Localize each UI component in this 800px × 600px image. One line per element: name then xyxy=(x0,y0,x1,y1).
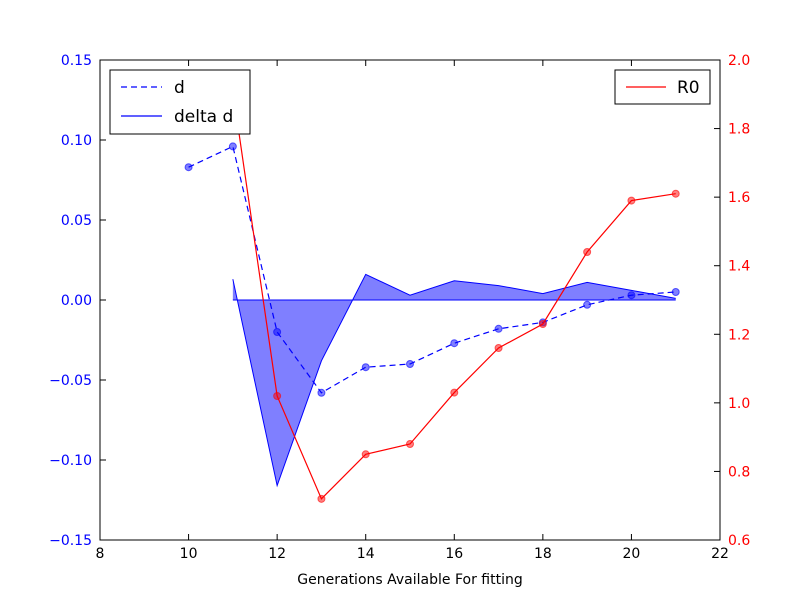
d-point xyxy=(273,328,282,336)
right-y-tick-label: 1.4 xyxy=(728,259,750,275)
x-tick-label: 14 xyxy=(357,546,375,562)
right-y-tick-label: 0.8 xyxy=(728,464,750,480)
delta-d-area xyxy=(232,274,676,486)
right-y-tick-label: 1.8 xyxy=(728,122,750,138)
d-point xyxy=(317,388,326,397)
d-point xyxy=(627,291,636,300)
x-tick-label: 16 xyxy=(445,546,463,562)
d-point xyxy=(583,300,592,309)
delta-d-line xyxy=(232,273,676,488)
right-y-tick-label: 0.6 xyxy=(728,533,750,549)
legend-delta-d-label: delta d xyxy=(174,107,233,127)
legend-d-label: d xyxy=(174,78,185,98)
left-y-tick-label: 0.15 xyxy=(61,53,92,69)
d-point xyxy=(406,360,414,368)
left-y-tick-label: −0.15 xyxy=(49,533,92,549)
r0-point xyxy=(671,189,680,198)
x-tick-label: 22 xyxy=(711,546,729,562)
left-y-tick-label: 0.05 xyxy=(61,213,92,229)
legend-right: R0 xyxy=(614,69,711,105)
r0-series-line xyxy=(188,89,676,500)
r0-point xyxy=(538,320,547,328)
legend-r0-label: R0 xyxy=(677,78,700,98)
d-point xyxy=(494,324,503,333)
left-y-tick-label: 0.00 xyxy=(61,293,92,309)
r0-point xyxy=(494,344,503,352)
x-tick-label: 12 xyxy=(268,546,286,562)
r0-point xyxy=(406,440,414,448)
ticks-layer: 8 10 12 14 16 18 20 22 0.15 0.10 0.05 0.00 −0.05 −0.1… xyxy=(49,53,750,562)
right-y-tick-label: 1.6 xyxy=(728,190,750,206)
right-y-tick-label: 2.0 xyxy=(728,53,750,69)
r0-point xyxy=(361,450,370,459)
d-point xyxy=(361,363,370,372)
r0-point xyxy=(583,248,592,256)
x-tick-label: 8 xyxy=(96,546,105,562)
r0-point xyxy=(273,392,282,400)
legend-left: d delta d xyxy=(109,69,251,135)
r0-point xyxy=(317,494,326,503)
legend-left-box xyxy=(109,69,251,135)
right-y-tick-label: 1.0 xyxy=(728,396,750,412)
x-axis-label: Generations Available For fitting xyxy=(297,572,522,588)
left-y-tick-label: 0.10 xyxy=(61,133,92,149)
left-y-tick-label: −0.10 xyxy=(49,453,92,469)
plot-layer xyxy=(184,86,680,503)
x-tick-label: 10 xyxy=(180,546,198,562)
r0-point xyxy=(627,196,636,205)
d-point xyxy=(450,339,459,348)
x-tick-label: 18 xyxy=(534,546,552,562)
right-y-tick-label: 1.2 xyxy=(728,327,750,343)
d-point xyxy=(671,288,680,296)
d-point xyxy=(184,163,193,172)
r0-point xyxy=(450,388,459,397)
d-point xyxy=(228,142,237,151)
d-series-line xyxy=(188,145,676,394)
x-tick-label: 20 xyxy=(623,546,641,562)
left-y-tick-label: −0.05 xyxy=(49,373,92,389)
